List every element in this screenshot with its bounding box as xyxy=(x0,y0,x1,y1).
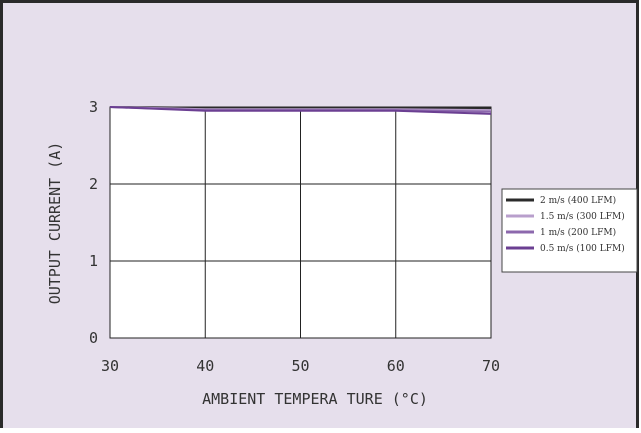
y-tick-label: 1 xyxy=(89,252,98,270)
x-axis-label: AMBIENT TEMPERA TURE (°C) xyxy=(202,390,428,408)
legend-item-label: 1.5 m/s (300 LFM) xyxy=(540,211,625,222)
legend-item-label: 0.5 m/s (100 LFM) xyxy=(540,243,625,254)
y-tick-label: 3 xyxy=(89,98,98,116)
legend-item-label: 2 m/s (400 LFM) xyxy=(540,195,616,206)
y-tick-label: 2 xyxy=(89,175,98,193)
x-tick-label: 30 xyxy=(101,357,119,375)
legend-item-label: 1 m/s (200 LFM) xyxy=(540,227,616,238)
series-line xyxy=(109,106,492,115)
x-tick-label: 50 xyxy=(291,357,309,375)
x-tick-label: 60 xyxy=(387,357,405,375)
y-tick-label: 0 xyxy=(89,329,98,347)
legend: 2 m/s (400 LFM) 1.5 m/s (300 LFM) 1 m/s (2… xyxy=(501,188,638,273)
x-tick-label: 40 xyxy=(196,357,214,375)
y-axis-label: OUTPUT CURRENT (A) xyxy=(46,142,64,305)
x-tick-label: 70 xyxy=(482,357,500,375)
